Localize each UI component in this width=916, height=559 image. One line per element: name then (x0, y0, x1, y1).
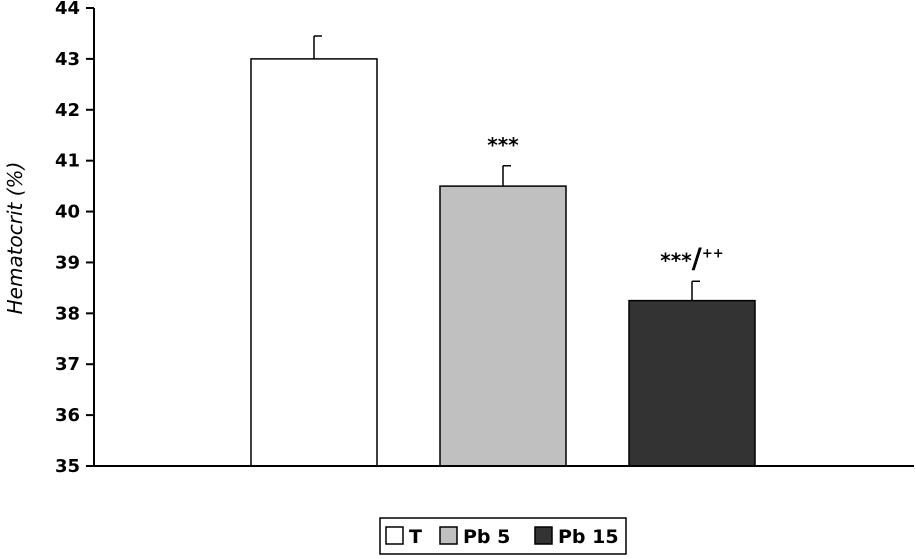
significance-label: *** (487, 133, 519, 157)
legend-label: T (409, 526, 422, 548)
y-tick-label: 40 (55, 202, 80, 223)
bar-group-2: ***/++ (628, 241, 756, 467)
legend-swatch-1 (439, 526, 458, 545)
y-tick-label: 35 (55, 456, 80, 477)
legend-swatch-0 (385, 526, 404, 545)
y-tick-label: 42 (55, 100, 80, 121)
y-tick-label: 38 (55, 303, 80, 324)
legend: T Pb 5 Pb 15 (379, 517, 627, 555)
y-tick-label: 36 (55, 405, 80, 426)
axes (86, 8, 914, 467)
y-tick-label: 43 (55, 49, 80, 70)
bar-pb-5 (439, 185, 567, 467)
bars: *** ***/++ (250, 35, 756, 467)
y-tick-label: 39 (55, 252, 80, 273)
bar-t (250, 58, 378, 467)
bar-group-1: *** (439, 133, 567, 467)
y-axis-ticks: 35 36 37 38 39 40 41 42 43 44 (55, 0, 94, 477)
y-tick-label: 44 (55, 0, 80, 19)
legend-label: Pb 5 (463, 526, 510, 548)
legend-swatch-2 (534, 526, 553, 545)
y-tick-label: 41 (55, 151, 80, 172)
legend-label: Pb 15 (558, 526, 619, 548)
significance-label: ***/++ (660, 241, 723, 274)
y-tick-label: 37 (55, 354, 80, 375)
bar-group-0 (250, 35, 378, 467)
y-axis-label: Hematocrit (%) (3, 162, 27, 315)
bar-pb-15 (628, 299, 756, 467)
legend-box (379, 517, 627, 555)
